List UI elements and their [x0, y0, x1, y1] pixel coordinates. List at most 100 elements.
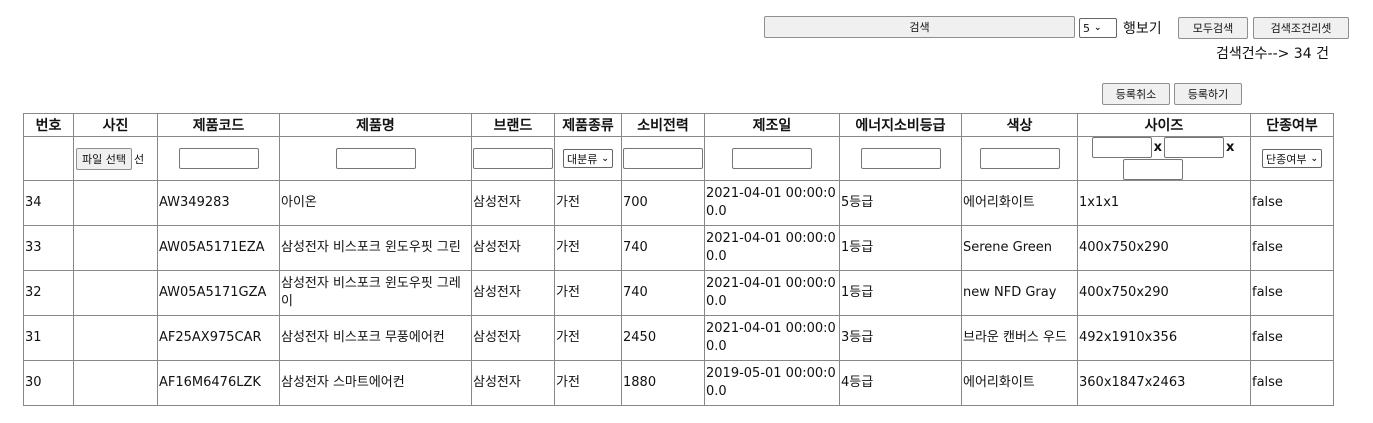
cell-brand: 삼성전자: [471, 225, 555, 271]
cell-power: 740: [621, 225, 705, 271]
table-row: 34 AW349283 아이온 삼성전자 가전 700 2021-04-01 00:00:0…: [23, 180, 1334, 226]
rows-per-page-select[interactable]: 5 ⌄: [1079, 18, 1117, 38]
cell-product-type: 가전: [554, 270, 622, 316]
cell-size: 400x750x290: [1077, 225, 1251, 271]
cell-size: 400x750x290: [1077, 270, 1251, 316]
cell-discontinued: false: [1250, 315, 1334, 361]
header-photo[interactable]: 사진: [73, 113, 158, 137]
cell-photo: [73, 315, 158, 361]
file-select-button[interactable]: 파일 선택: [76, 147, 132, 170]
header-manufacture-date[interactable]: 제조일: [704, 113, 840, 137]
color-input[interactable]: [979, 148, 1060, 169]
cell-brand: 삼성전자: [471, 360, 555, 406]
category-select[interactable]: 대분류 ⌄: [563, 149, 613, 168]
cell-photo: [73, 360, 158, 406]
size-width-input[interactable]: [1091, 137, 1152, 158]
table-row: 30 AF16M6476LZK 삼성전자 스마트에어컨 삼성전자 가전 1880 2019-…: [23, 360, 1334, 406]
cell-number: 30: [23, 360, 74, 406]
cell-energy-grade: 4등급: [839, 360, 962, 406]
chevron-down-icon: ⌄: [601, 153, 609, 164]
header-power[interactable]: 소비전력: [621, 113, 705, 137]
cell-manufacture-date: 2019-05-01 00:00:00.0: [704, 360, 840, 406]
table-row: 32 AW05A5171GZA 삼성전자 비스포크 윈도우핏 그레이 삼성전자 가전 74…: [23, 270, 1334, 316]
file-status-text: 선: [133, 152, 145, 166]
reset-conditions-button[interactable]: 검색조건리셋: [1253, 17, 1349, 39]
brand-input[interactable]: [473, 148, 553, 169]
cell-manufacture-date: 2021-04-01 00:00:00.0: [704, 225, 840, 271]
product-code-input[interactable]: [178, 148, 259, 169]
cell-product-name: 아이온: [279, 180, 472, 226]
cell-brand: 삼성전자: [471, 315, 555, 361]
size-separator-1: x: [1153, 139, 1162, 155]
size-height-input[interactable]: [1164, 137, 1224, 158]
header-product-code[interactable]: 제품코드: [157, 113, 280, 137]
header-product-type[interactable]: 제품종류: [554, 113, 622, 137]
cell-product-type: 가전: [554, 225, 622, 271]
filter-brand-cell: [471, 136, 555, 181]
filter-code-cell: [157, 136, 280, 181]
filter-photo-cell: 파일 선택 선: [73, 136, 158, 181]
cell-photo: [73, 270, 158, 316]
cell-manufacture-date: 2021-04-01 00:00:00.0: [704, 180, 840, 226]
header-product-name[interactable]: 제품명: [279, 113, 472, 137]
cell-discontinued: false: [1250, 225, 1334, 271]
discontinued-select[interactable]: 단종여부 ⌄: [1261, 149, 1323, 168]
cell-product-type: 가전: [554, 180, 622, 226]
search-button[interactable]: 검색: [764, 16, 1075, 38]
cell-energy-grade: 1등급: [839, 270, 962, 316]
cell-energy-grade: 3등급: [839, 315, 962, 361]
search-all-button[interactable]: 모두검색: [1178, 17, 1248, 39]
header-number[interactable]: 번호: [23, 113, 74, 137]
cell-number: 31: [23, 315, 74, 361]
product-name-input[interactable]: [335, 148, 416, 169]
cell-photo: [73, 180, 158, 226]
manufacture-date-input[interactable]: [732, 148, 812, 169]
cell-color: new NFD Gray: [961, 270, 1078, 316]
cell-size: 492x1910x356: [1077, 315, 1251, 361]
cell-energy-grade: 1등급: [839, 225, 962, 271]
cell-color: 브라운 캔버스 우드: [961, 315, 1078, 361]
register-button[interactable]: 등록하기: [1174, 83, 1242, 105]
table-row: 33 AW05A5171EZA 삼성전자 비스포크 윈도우핏 그린 삼성전자 가전 740…: [23, 225, 1334, 271]
cell-product-code: AF16M6476LZK: [157, 360, 280, 406]
cell-power: 2450: [621, 315, 705, 361]
cell-product-code: AW349283: [157, 180, 280, 226]
cell-photo: [73, 225, 158, 271]
header-energy-grade[interactable]: 에너지소비등급: [839, 113, 962, 137]
cell-color: 에어리화이트: [961, 180, 1078, 226]
cell-discontinued: false: [1250, 180, 1334, 226]
cell-discontinued: false: [1250, 360, 1334, 406]
cell-product-name: 삼성전자 비스포크 무풍에어컨: [279, 315, 472, 361]
rows-per-page-label: 행보기: [1123, 21, 1162, 37]
filter-date-cell: [704, 136, 840, 181]
header-size[interactable]: 사이즈: [1077, 113, 1251, 137]
cancel-register-button[interactable]: 등록취소: [1102, 83, 1170, 105]
cell-number: 32: [23, 270, 74, 316]
cell-product-type: 가전: [554, 360, 622, 406]
cell-product-name: 삼성전자 스마트에어컨: [279, 360, 472, 406]
energy-grade-input[interactable]: [860, 148, 941, 169]
cell-color: 에어리화이트: [961, 360, 1078, 406]
header-brand[interactable]: 브랜드: [471, 113, 555, 137]
filter-grade-cell: [839, 136, 962, 181]
cell-product-type: 가전: [554, 315, 622, 361]
cell-brand: 삼성전자: [471, 180, 555, 226]
discontinued-select-value: 단종여부: [1265, 152, 1307, 166]
filter-number-cell: [23, 136, 74, 181]
header-row: 번호 사진 제품코드 제품명 브랜드 제품종류 소비전력 제조일 에너지소비등급…: [23, 113, 1334, 137]
filter-type-cell: 대분류 ⌄: [554, 136, 622, 181]
header-discontinued[interactable]: 단종여부: [1250, 113, 1334, 137]
chevron-down-icon: ⌄: [1094, 23, 1102, 33]
chevron-down-icon: ⌄: [1310, 153, 1319, 164]
cell-product-code: AW05A5171GZA: [157, 270, 280, 316]
size-depth-input[interactable]: [1123, 159, 1183, 180]
header-color[interactable]: 색상: [961, 113, 1078, 137]
filter-color-cell: [961, 136, 1078, 181]
product-table: 번호 사진 제품코드 제품명 브랜드 제품종류 소비전력 제조일 에너지소비등급…: [23, 113, 1334, 406]
category-select-value: 대분류: [567, 152, 598, 166]
power-input[interactable]: [623, 148, 703, 169]
cell-manufacture-date: 2021-04-01 00:00:00.0: [704, 270, 840, 316]
rows-per-page-value: 5: [1083, 21, 1090, 35]
